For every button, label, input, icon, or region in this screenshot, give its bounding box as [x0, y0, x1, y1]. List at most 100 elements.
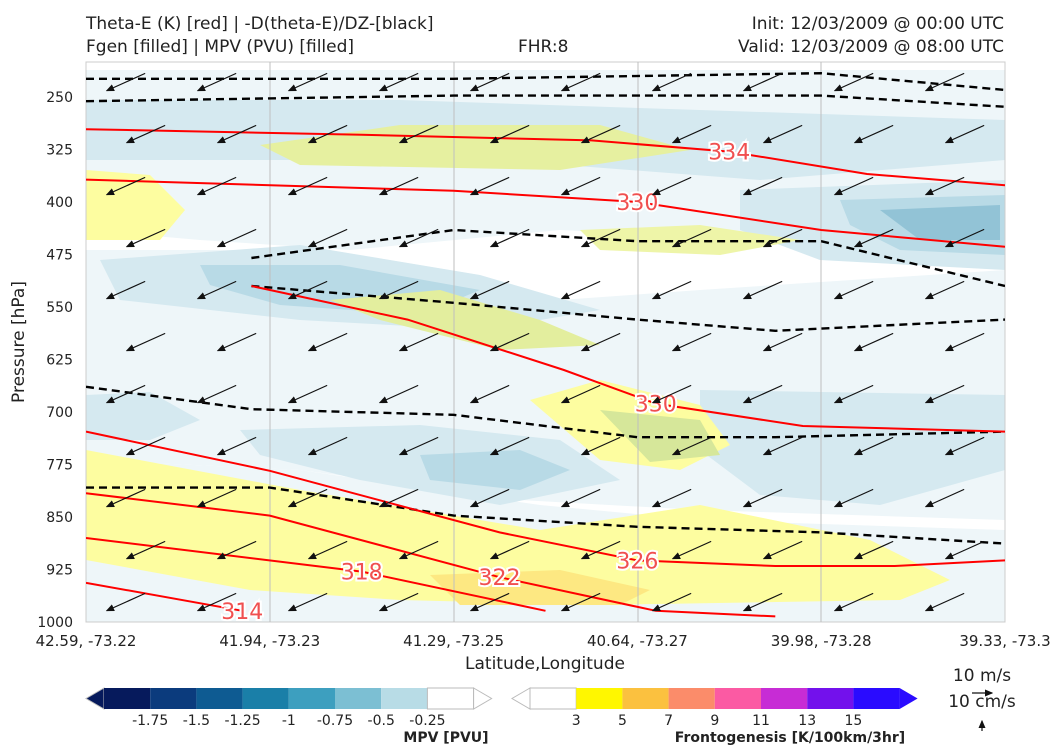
- colorbar-cell: [335, 688, 382, 709]
- valid-time: Valid: 12/03/2009 @ 08:00 UTC: [738, 37, 1004, 57]
- y-tick-label: 850: [46, 510, 73, 526]
- x-axis-label: Latitude,Longitude: [465, 654, 625, 674]
- x-tick-label: 41.29, -73.25: [403, 632, 504, 650]
- wind-vector: [287, 592, 328, 612]
- colorbar-tick-label: -0.5: [368, 713, 395, 729]
- colorbar-cell: [104, 688, 151, 709]
- wind-vector: [378, 384, 419, 404]
- theta-e-contour-label: 330: [635, 393, 677, 418]
- theta-e-contour-label: 334: [708, 141, 750, 166]
- wind-vector: [378, 488, 419, 508]
- theta-e-contour-label: 326: [616, 549, 658, 574]
- wind-vector: [196, 488, 237, 508]
- wind-vector: [378, 280, 419, 300]
- fgen-shade-3: [330, 290, 600, 350]
- wind-vector: [216, 540, 257, 560]
- wind-vector: [196, 280, 237, 300]
- wind-vector: [469, 176, 510, 196]
- colorbar-tick-label: -1: [282, 713, 296, 729]
- wind-vector: [651, 592, 692, 612]
- fgen-shade-3: [86, 450, 950, 605]
- wind-vector: [307, 124, 348, 144]
- y-tick-label: 700: [46, 405, 73, 421]
- y-axis-label: Pressure [hPa]: [9, 281, 29, 403]
- wind-vector: [287, 488, 328, 508]
- x-tick-label: 42.59, -73.22: [36, 632, 137, 650]
- colorbar-tick-label: -1.25: [224, 713, 260, 729]
- theta-e-contour: [86, 492, 776, 618]
- mpv-shade-dark: [420, 450, 570, 490]
- colorbar-cell: [426, 687, 475, 710]
- wind-vector: [307, 228, 348, 248]
- y-tick-label: 1000: [37, 615, 73, 631]
- wind-vector: [742, 280, 783, 300]
- colorbar-cell: [576, 688, 623, 709]
- colorbar-cell: [622, 688, 669, 709]
- wind-vector: [853, 332, 894, 352]
- init-time: Init: 12/03/2009 @ 00:00 UTC: [751, 14, 1004, 34]
- wind-vector: [469, 592, 510, 612]
- wind-vector: [944, 332, 985, 352]
- theta-e-contour: [86, 128, 1005, 187]
- x-tick-label: 39.33, -73.3: [959, 632, 1050, 650]
- y-tick-label: 625: [46, 353, 73, 369]
- colorbar-tick-label: -1.5: [183, 713, 210, 729]
- y-tick-label: 475: [46, 248, 73, 264]
- wind-vector: [580, 228, 621, 248]
- theta-e-contour: [86, 537, 546, 612]
- wind-vector: [833, 488, 874, 508]
- wind-vector: [944, 228, 985, 248]
- wind-vector: [671, 332, 712, 352]
- wind-vector: [924, 592, 965, 612]
- wind-vector: [651, 176, 692, 196]
- wind-vector: [287, 280, 328, 300]
- wind-vector: [580, 332, 621, 352]
- x-tick-label: 40.64, -73.27: [587, 632, 688, 650]
- wind-vector: [105, 592, 146, 612]
- wind-vector: [196, 176, 237, 196]
- colorbar-cell: [807, 688, 854, 709]
- wind-vector: [378, 592, 419, 612]
- mpv-shade-med: [86, 392, 200, 440]
- y-tick-label: 550: [46, 300, 73, 316]
- wind-vector: [105, 72, 146, 92]
- dthetae-dz-contour: [86, 486, 1005, 545]
- wind-vector: [924, 72, 965, 92]
- wind-vector: [378, 176, 419, 196]
- wind-vector: [651, 488, 692, 508]
- wind-vector: [196, 592, 237, 612]
- wind-vector: [216, 332, 257, 352]
- wind-vector: [560, 72, 601, 92]
- wind-vector: [216, 436, 257, 456]
- theta-e-contour-label: 318: [341, 561, 383, 586]
- wind-vector: [398, 332, 439, 352]
- wind-vector: [833, 384, 874, 404]
- colorbar-cell: [196, 688, 243, 709]
- wind-vector: [398, 124, 439, 144]
- wind-vector: [560, 488, 601, 508]
- colorbar-extend: [85, 687, 105, 710]
- mpv-shade-darker: [880, 205, 1000, 240]
- colorbar-cell: [150, 688, 197, 709]
- wind-vector: [924, 384, 965, 404]
- colorbar-tick-label: -0.25: [409, 713, 445, 729]
- fgen-colorbar-label: Frontogenesis [K/100km/3hr]: [675, 730, 905, 746]
- colorbar-cell: [714, 688, 761, 709]
- wind-vector: [105, 488, 146, 508]
- wind-vector: [287, 72, 328, 92]
- wind-vector: [762, 540, 803, 560]
- wind-vector: [560, 176, 601, 196]
- wind-vector: [651, 280, 692, 300]
- theta-e-contour: [86, 178, 1005, 248]
- wind-vector: [398, 228, 439, 248]
- colorbar-tick-label: 15: [844, 713, 862, 729]
- colorbar-tick-label: 9: [710, 713, 719, 729]
- wind-vector: [833, 280, 874, 300]
- wind-vector: [853, 124, 894, 144]
- wind-vector: [125, 540, 166, 560]
- wind-vector: [125, 436, 166, 456]
- wind-vector: [944, 540, 985, 560]
- wind-vector: [105, 384, 146, 404]
- wind-vector: [924, 280, 965, 300]
- wind-vector: [196, 384, 237, 404]
